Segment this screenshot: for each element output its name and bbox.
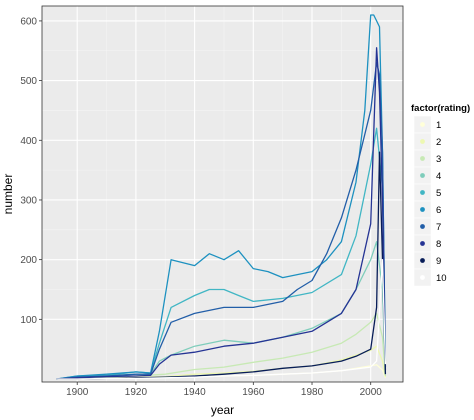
legend-label-8: 8 (436, 239, 441, 250)
y-tick-label: 100 (20, 315, 37, 326)
legend-marker-6 (420, 207, 425, 212)
x-tick-label: 2000 (360, 387, 383, 398)
x-tick-label: 1900 (66, 387, 89, 398)
panel-border (41, 5, 404, 383)
legend-marker-8 (420, 241, 425, 246)
legend-marker-5 (420, 190, 425, 195)
legend-marker-7 (420, 224, 425, 229)
legend-label-2: 2 (436, 137, 441, 148)
x-tick-label: 1940 (183, 387, 206, 398)
legend: factor(rating) 1 2 3 4 5 6 7 8 9 10 (411, 103, 470, 287)
legend-label-1: 1 (436, 120, 441, 131)
y-axis-title: number (1, 174, 15, 215)
axes: 1900 1920 1940 1960 1980 2000 100 200 300 400 500 6… (1, 16, 382, 417)
legend-label-5: 5 (436, 188, 441, 199)
legend-marker-4 (420, 173, 425, 178)
series-line-10 (56, 259, 387, 380)
legend-marker-3 (420, 156, 425, 161)
series-line-7 (56, 62, 387, 380)
x-tick-label: 1960 (242, 387, 265, 398)
series-line-8 (56, 47, 387, 380)
x-axis-title: year (211, 403, 234, 417)
x-tick-label: 1980 (301, 387, 324, 398)
y-tick-label: 300 (20, 195, 37, 206)
y-tick-label: 200 (20, 255, 37, 266)
y-tick-label: 600 (20, 16, 37, 27)
series-line-6 (56, 14, 387, 380)
y-tick-label: 400 (20, 136, 37, 147)
legend-label-6: 6 (436, 205, 441, 216)
legend-marker-10 (420, 275, 425, 280)
legend-label-10: 10 (436, 273, 447, 284)
legend-label-3: 3 (436, 154, 441, 165)
x-tick-label: 1920 (125, 387, 148, 398)
plot-area (41, 5, 404, 383)
legend-label-4: 4 (436, 171, 441, 182)
y-tick-label: 500 (20, 76, 37, 87)
legend-label-7: 7 (436, 222, 441, 233)
legend-marker-1 (420, 122, 425, 127)
legend-marker-2 (420, 139, 425, 144)
legend-label-9: 9 (436, 256, 441, 267)
legend-marker-9 (420, 258, 425, 263)
legend-title: factor(rating) (411, 103, 470, 114)
